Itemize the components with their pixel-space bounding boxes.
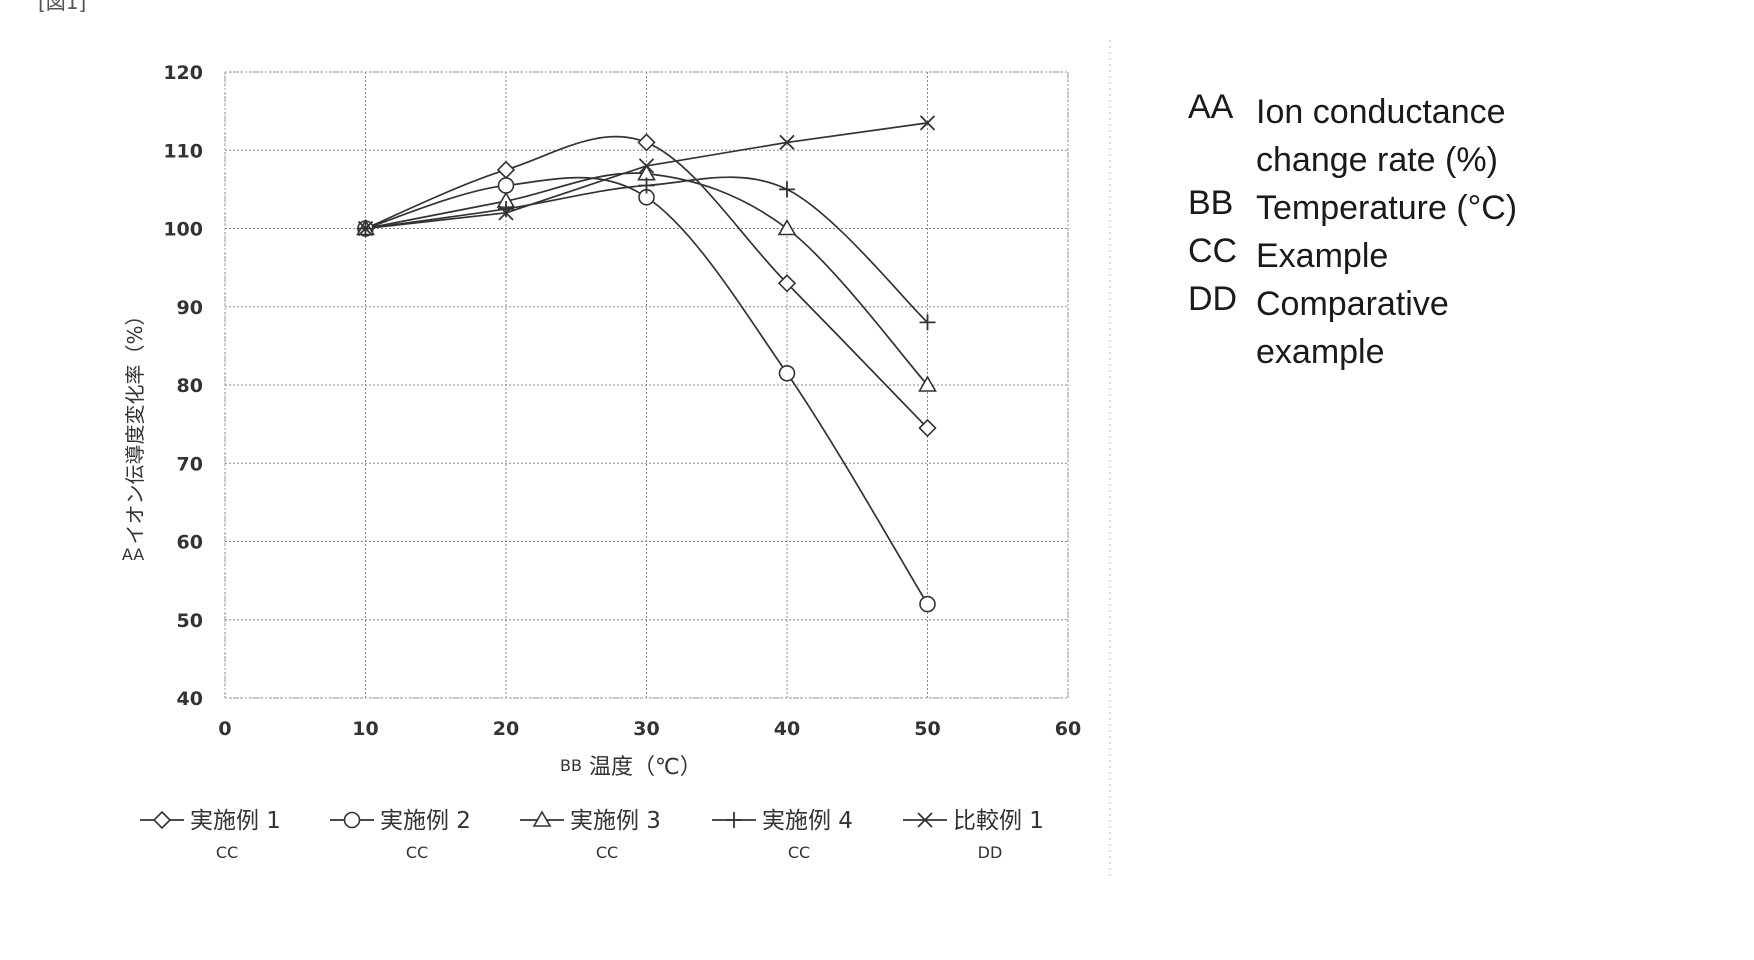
legend-label: 比較例 1 [953,808,1044,834]
y-tick-label: 100 [163,219,203,241]
legend-code: DD [978,843,1003,862]
x-tick-label: 10 [352,718,378,740]
legend-label: 実施例 4 [762,808,853,834]
legend-code: CC [788,843,810,862]
legend-label: 実施例 1 [190,808,281,834]
y-tick-label: 60 [177,532,203,554]
key-entry-aa: AA Ion conductance change rate (%) [1188,88,1576,184]
key-code: AA [1188,88,1256,184]
y-tick-label: 80 [177,375,203,397]
y-axis-label-code: AA [122,545,144,564]
legend-label: 実施例 3 [570,808,661,834]
x-tick-label: 30 [633,718,659,740]
legend: 実施例 1 CC 実施例 2 CC 実施例 3 CC 実施例 4 CC 比較例 1 DD [140,808,1044,862]
key-entry-bb: BB Temperature (°C) [1188,184,1517,232]
axis-labels: イオン伝導度変化率（%） AA BB 温度（℃） [122,305,702,780]
x-tick-label: 60 [1055,718,1081,740]
legend-code: CC [596,843,618,862]
legend-marker-triangle [534,812,550,826]
data-point-circle [780,366,795,381]
key-text: Temperature (°C) [1256,184,1517,232]
x-axis-label: 温度（℃） [589,755,702,780]
data-point-triangle [779,221,795,235]
data-point-diamond [498,162,514,178]
legend-marker-circle [345,813,360,828]
y-tick-label: 90 [177,297,203,319]
y-tick-label: 120 [163,62,203,84]
x-tick-label: 0 [218,718,231,740]
key-code: DD [1188,280,1256,376]
legend-code: CC [216,843,238,862]
y-tick-label: 110 [163,140,203,162]
x-tick-label: 50 [914,718,940,740]
legend-marker-diamond [154,812,170,828]
x-axis-label-code: BB [560,756,582,775]
data-point-circle [920,597,935,612]
data-point-circle [499,178,514,193]
key-text: Ion conductance change rate (%) [1256,88,1576,184]
key-text: Comparative example [1256,280,1496,376]
key-entry-dd: DD Comparative example [1188,280,1496,376]
y-tick-label: 50 [177,610,203,632]
y-axis-label: イオン伝導度変化率（%） [123,305,147,544]
data-point-plus [779,181,795,197]
data-point-diamond [639,134,655,150]
x-tick-label: 20 [493,718,519,740]
key-text: Example [1256,232,1388,280]
x-tick-label: 40 [774,718,800,740]
key-code: CC [1188,232,1256,280]
legend-marker-plus [726,812,742,828]
axes: 40 50 60 70 80 90 100 110 120 0 10 20 30 40 50 60 [163,40,1110,880]
y-tick-label: 40 [177,688,203,710]
key-code: BB [1188,184,1256,232]
key-entry-cc: CC Example [1188,232,1388,280]
legend-label: 実施例 2 [380,808,471,834]
legend-code: CC [406,843,428,862]
y-tick-label: 70 [177,453,203,475]
